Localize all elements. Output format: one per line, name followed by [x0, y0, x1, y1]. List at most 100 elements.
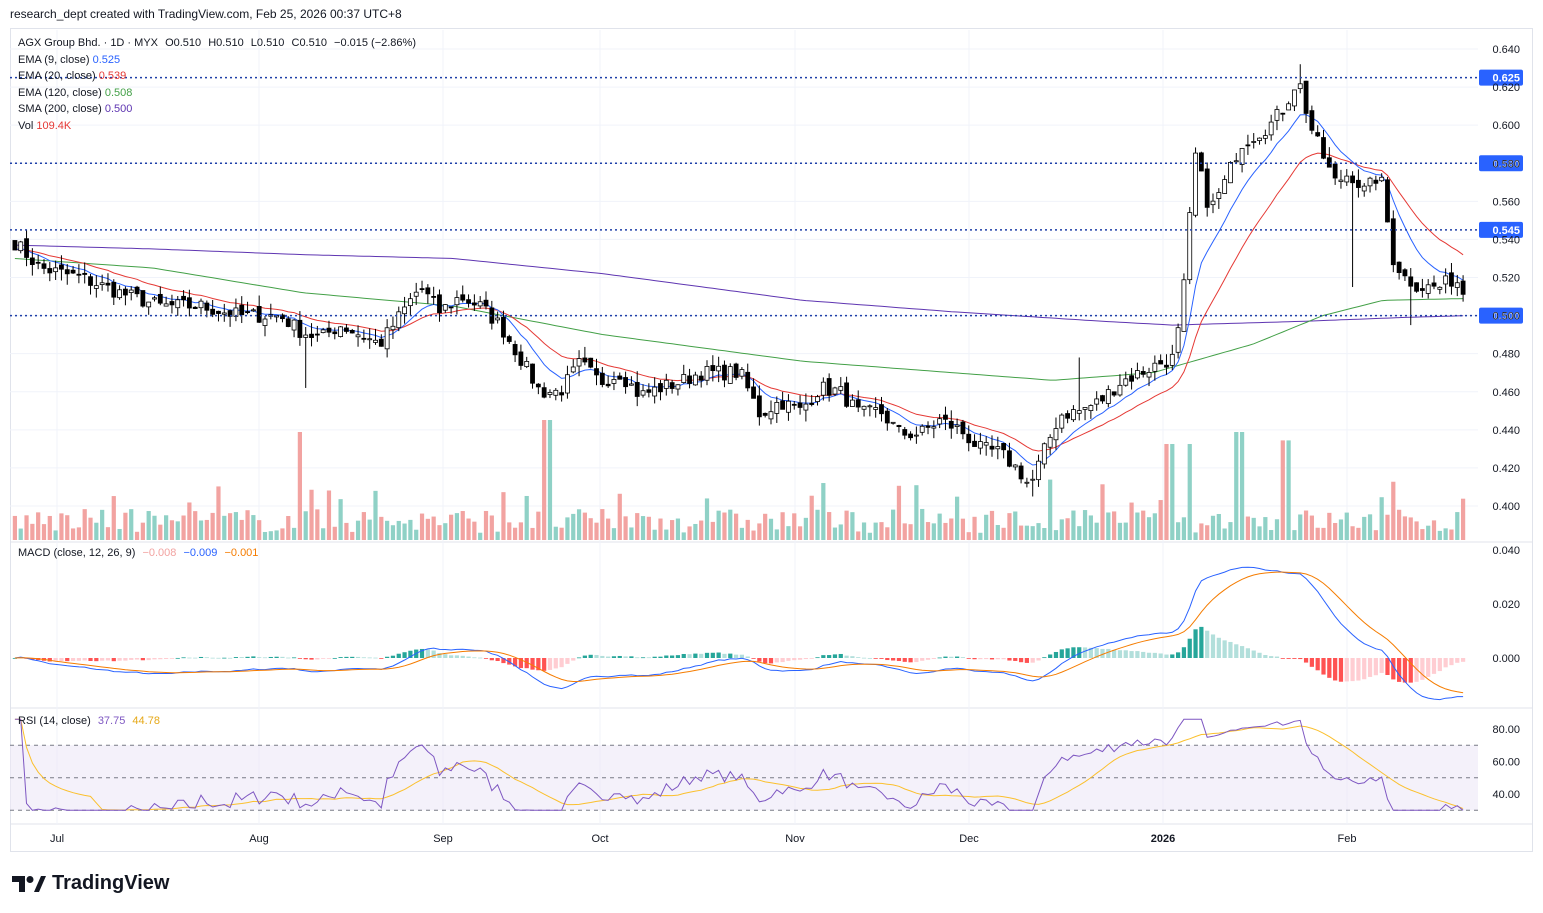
ema20-row[interactable]: EMA (20, close) 0.539	[18, 68, 416, 85]
candle-body	[1088, 405, 1094, 411]
macd-histogram-bar	[803, 658, 808, 660]
volume-bar	[1129, 502, 1134, 540]
sma200-row[interactable]: SMA (200, close) 0.500	[18, 101, 416, 118]
volume-bar	[152, 515, 157, 540]
macd-histogram-bar	[1431, 658, 1437, 674]
macd-histogram-bar	[65, 658, 70, 662]
macd-histogram-bar	[856, 657, 861, 658]
candle-body	[1204, 168, 1210, 208]
candle-body	[41, 263, 47, 269]
candle-body	[768, 411, 774, 420]
volume-bar	[571, 513, 576, 540]
volume-bar	[1344, 512, 1349, 540]
macd-histogram-bar	[873, 658, 878, 659]
volume-bar	[1298, 514, 1303, 540]
candle-body	[913, 434, 919, 437]
time-tick-label: Nov	[785, 833, 805, 845]
ema120-row[interactable]: EMA (120, close) 0.508	[18, 85, 416, 102]
candle-body	[1216, 192, 1222, 199]
candle-body	[134, 286, 140, 295]
macd-histogram-bar	[181, 657, 186, 659]
volume-bar	[1199, 523, 1204, 540]
macd-histogram-bar	[443, 654, 448, 658]
macd-histogram-bar	[1379, 658, 1384, 673]
candle-body	[506, 336, 512, 342]
macd-histogram-bar	[838, 653, 843, 658]
macd-histogram-bar	[402, 652, 407, 658]
candle-body	[402, 306, 407, 315]
macd-histogram-bar	[431, 650, 436, 658]
macd-histogram-bar	[652, 656, 657, 658]
volume-bar	[123, 512, 128, 540]
volume-bar	[693, 523, 698, 540]
volume-bar	[251, 515, 256, 540]
volume-bar	[443, 523, 448, 540]
candle-body	[460, 294, 466, 301]
macd-histogram-bar	[1397, 658, 1402, 682]
volume-bar	[1460, 498, 1466, 540]
candle-body	[169, 301, 175, 306]
macd-histogram-bar	[437, 653, 442, 658]
rsi-tick-label: 60.00	[1492, 757, 1520, 769]
candle-body	[669, 382, 675, 389]
volume-bar	[140, 522, 145, 540]
macd-histogram-bar	[216, 657, 221, 659]
candle-body	[157, 293, 163, 304]
candle-body	[1460, 280, 1466, 295]
macd-histogram-bar	[257, 657, 262, 659]
price-tick-label: 0.540	[1492, 234, 1520, 246]
volume-bar	[454, 513, 460, 540]
macd-histogram-bar	[1042, 657, 1047, 659]
ohlc-close: 0.510	[299, 37, 327, 49]
price-tick-label: 0.460	[1492, 387, 1520, 399]
ema9-row[interactable]: EMA (9, close) 0.525	[18, 52, 416, 69]
macd-histogram-bar	[1146, 652, 1152, 658]
volume-bar	[1065, 518, 1070, 540]
volume-bar	[1449, 529, 1454, 540]
symbol-title[interactable]: AGX Group Bhd. · 1D · MYX	[18, 37, 158, 49]
volume-bar	[1379, 497, 1384, 540]
rsi-legend[interactable]: RSI (14, close) 37.75 44.78	[18, 715, 160, 727]
volume-bar	[355, 520, 361, 540]
macd-histogram-bar	[1426, 658, 1431, 677]
macd-histogram-bar	[937, 657, 942, 659]
candle-body	[780, 400, 786, 410]
macd-histogram-bar	[198, 656, 204, 658]
macd-legend[interactable]: MACD (close, 12, 26, 9) −0.008 −0.009 −0…	[18, 547, 258, 559]
tradingview-brand[interactable]: TradingView	[12, 872, 169, 895]
candle-body	[1326, 157, 1332, 168]
volume-bar	[687, 526, 692, 540]
macd-histogram-bar	[763, 658, 768, 664]
macd-histogram-bar	[722, 653, 727, 658]
macd-histogram-bar	[408, 650, 413, 658]
candle-body	[1053, 428, 1059, 441]
macd-histogram-bar	[355, 656, 361, 658]
macd-histogram-bar	[466, 656, 471, 658]
candle-body	[722, 364, 727, 381]
candle-body	[890, 421, 896, 424]
volume-bar	[309, 489, 314, 540]
macd-histogram-bar	[94, 658, 99, 662]
candle-body	[692, 374, 698, 386]
volume-bar	[361, 512, 366, 540]
time-tick-label: 2026	[1151, 833, 1175, 845]
candle-body	[628, 383, 634, 386]
axis-layer: 0.640 0.620 0.600 0.580 0.560 0.540 0.520 0.500…	[50, 44, 1520, 845]
macd-histogram-bar	[1298, 658, 1303, 660]
macd-histogram-bar	[140, 658, 145, 661]
candle-body	[1414, 282, 1419, 292]
candle-body	[1437, 286, 1443, 290]
macd-histogram-bar	[896, 658, 902, 662]
macd-histogram-bar	[344, 656, 349, 658]
volume-bar	[1146, 517, 1152, 540]
volume-row[interactable]: Vol 109.4K	[18, 118, 416, 135]
candle-body	[1222, 179, 1228, 194]
volume-bar	[1274, 519, 1280, 540]
volume-bar	[315, 509, 320, 540]
macd-histogram-bar	[681, 653, 686, 658]
macd-histogram-bar	[576, 657, 582, 659]
sma200-label: SMA (200, close)	[18, 103, 102, 115]
candle-body	[454, 297, 460, 306]
candle-body	[524, 361, 530, 368]
